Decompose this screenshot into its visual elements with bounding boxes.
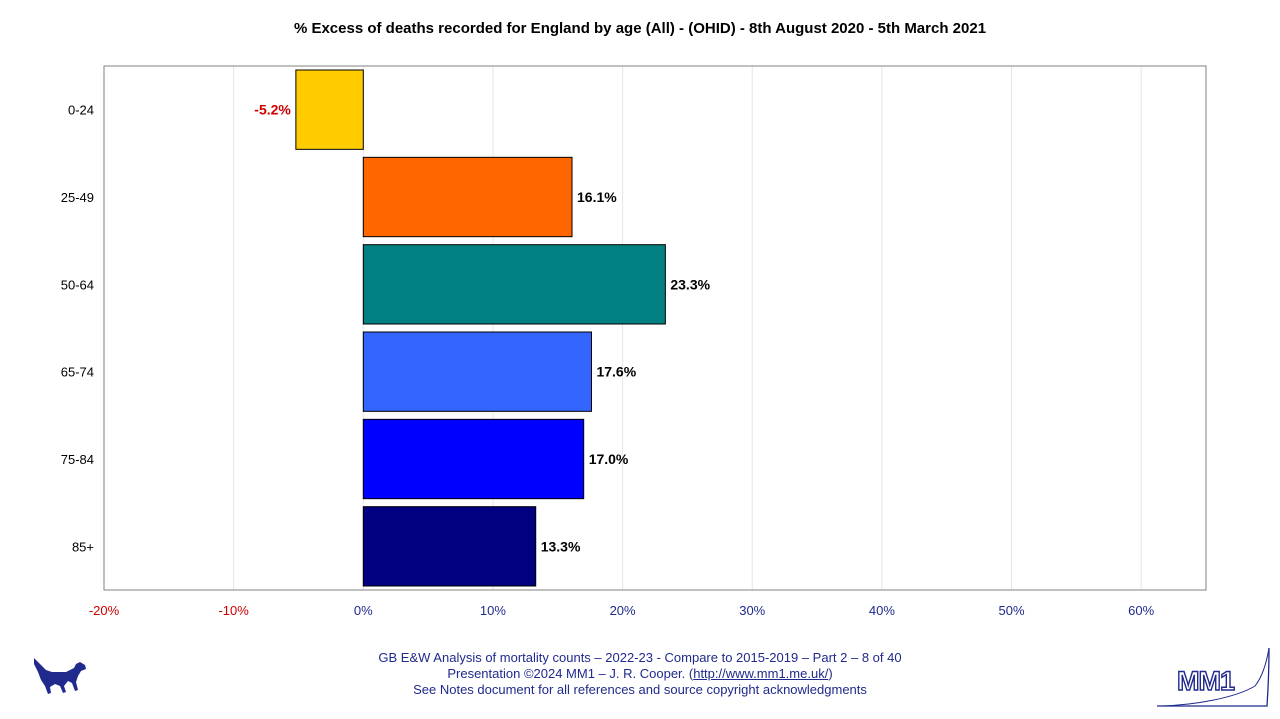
x-tick-label: -10% [218, 603, 249, 618]
bar-85+ [362, 506, 537, 587]
footer-line-2-prefix: Presentation ©2024 MM1 – J. R. Cooper. ( [447, 666, 694, 681]
category-label: 85+ [72, 539, 94, 554]
x-tick-label: 50% [999, 603, 1025, 618]
category-labels: 0-24 25-49 50-64 65-74 75-84 85+ [61, 103, 94, 555]
chart-svg: -5.2% 16.1% 23.3% 17.6% 17.0% 13.3% 0-24 25-49… [61, 65, 1207, 618]
dog-logo-icon [34, 658, 86, 694]
value-label: 13.3% [541, 538, 581, 554]
logo-text: MM1 [1177, 666, 1235, 696]
x-tick-label: 20% [610, 603, 636, 618]
footer-line-1: GB E&W Analysis of mortality counts – 20… [378, 650, 902, 665]
category-label: 0-24 [68, 103, 94, 118]
category-label: 65-74 [61, 365, 94, 380]
bar-0-24 [295, 69, 364, 150]
x-tick-label: 30% [739, 603, 765, 618]
bar-75-84 [362, 418, 585, 500]
value-labels: -5.2% 16.1% 23.3% 17.6% 17.0% 13.3% [254, 102, 710, 555]
x-tick-label: -20% [89, 603, 120, 618]
bar-65-74 [362, 331, 592, 412]
value-label: 17.6% [596, 364, 636, 380]
x-tick-label: 10% [480, 603, 506, 618]
bar-25-49 [362, 156, 573, 238]
category-label: 25-49 [61, 190, 94, 205]
bar-50-64 [362, 244, 666, 325]
x-tick-label: 0% [354, 603, 373, 618]
value-label: 23.3% [670, 276, 710, 292]
mm1-logo-icon: MM1 [1157, 647, 1270, 707]
value-label: 16.1% [577, 189, 617, 205]
grid-lines [103, 66, 1142, 590]
footer-line-2-suffix: ) [828, 666, 833, 681]
bars [295, 69, 666, 587]
website-link[interactable]: http://www.mm1.me.uk/ [693, 666, 829, 681]
value-label: -5.2% [254, 102, 291, 118]
footer: GB E&W Analysis of mortality counts – 20… [0, 650, 1280, 698]
x-tick-label: 60% [1128, 603, 1154, 618]
plot-frame [103, 65, 1207, 591]
category-label: 75-84 [61, 452, 94, 467]
category-label: 50-64 [61, 277, 94, 292]
value-label: 17.0% [589, 451, 629, 467]
footer-line-3: See Notes document for all references an… [413, 682, 867, 697]
x-tick-labels: -20% -10% 0% 10% 20% 30% 40% 50% 60% [89, 603, 1155, 618]
chart-title: % Excess of deaths recorded for England … [293, 20, 987, 37]
x-tick-label: 40% [869, 603, 895, 618]
footer-line-2: Presentation ©2024 MM1 – J. R. Cooper. (… [0, 666, 1280, 682]
